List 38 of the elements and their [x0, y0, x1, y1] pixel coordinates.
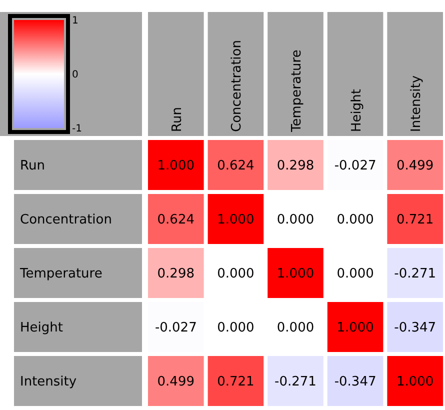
data-label: -0.271	[274, 374, 316, 390]
data-label: 0.000	[217, 266, 254, 282]
data-label: -0.027	[154, 320, 197, 336]
y-tick-label: Temperature	[19, 266, 102, 282]
data-label: 1.000	[157, 158, 195, 174]
x-tick-label: Run	[170, 107, 185, 132]
x-tick-label: Concentration	[230, 40, 245, 132]
data-label: 0.721	[217, 374, 254, 390]
data-label: -0.027	[334, 158, 376, 174]
data-label: 0.499	[396, 158, 434, 174]
data-label: 0.000	[336, 212, 374, 228]
data-label: 0.499	[157, 374, 195, 390]
data-label: 0.298	[276, 158, 314, 174]
data-label: 0.298	[157, 266, 195, 282]
color-bar-label: 0	[72, 70, 78, 80]
y-tick-label: Height	[20, 320, 63, 336]
data-label: 0.624	[217, 158, 254, 174]
data-label: 1.000	[336, 320, 374, 336]
data-label: 0.000	[276, 320, 314, 336]
data-label: -0.271	[394, 266, 436, 282]
y-tick-label: Run	[20, 158, 45, 174]
data-label: 1.000	[217, 212, 254, 228]
data-label: 1.000	[396, 374, 434, 390]
y-tick-label: Concentration	[20, 212, 112, 228]
data-label: 0.000	[217, 320, 254, 336]
data-label: -0.347	[394, 320, 436, 336]
data-label: 1.000	[276, 266, 314, 282]
data-label: 0.000	[276, 212, 314, 228]
color-bar-label: -1	[72, 124, 82, 134]
x-tick-label: Temperature	[290, 50, 304, 133]
x-tick-label: Intensity	[409, 75, 424, 132]
data-label: 0.721	[396, 212, 434, 228]
color-bar-label: 1	[72, 16, 78, 26]
x-tick-label: Height	[349, 89, 364, 132]
data-label: 0.000	[336, 266, 374, 282]
y-tick-label: Intensity	[20, 374, 77, 390]
data-label: -0.347	[334, 374, 376, 390]
data-label: 0.624	[157, 212, 195, 228]
